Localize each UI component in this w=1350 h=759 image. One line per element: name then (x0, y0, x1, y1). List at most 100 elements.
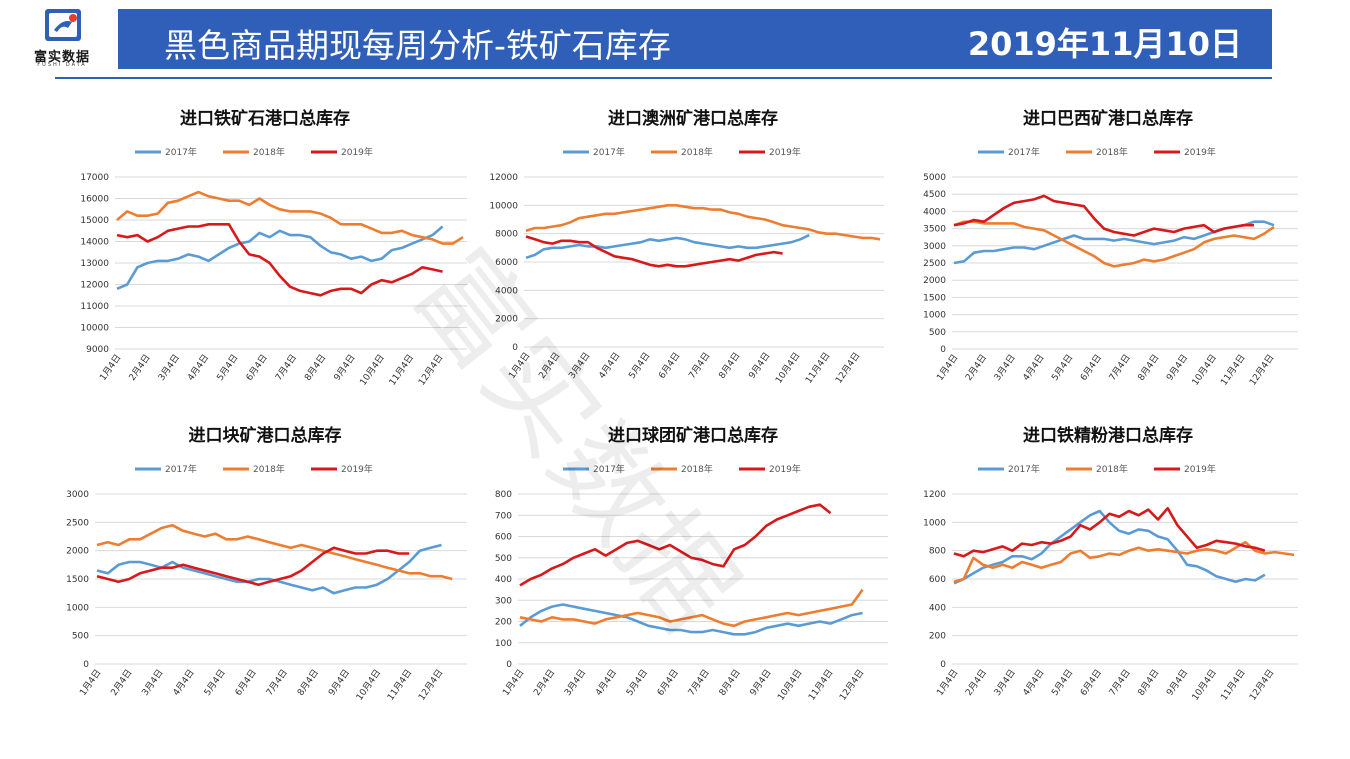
x-tick-label: 10月4日 (354, 667, 383, 702)
series-line-2017年 (96, 543, 442, 595)
x-tick-label: 2月4日 (963, 667, 989, 697)
x-tick-label: 6月4日 (244, 352, 270, 382)
y-tick-label: 12000 (80, 281, 109, 291)
chart-title: 进口球团矿港口总库存 (608, 425, 778, 446)
y-tick-label: 0 (512, 343, 518, 353)
x-tick-label: 3月4日 (567, 350, 593, 380)
y-tick-label: 12000 (489, 173, 518, 183)
series-line-2018年 (525, 204, 881, 241)
x-tick-label: 12月4日 (416, 352, 445, 387)
y-tick-label: 4000 (495, 286, 518, 296)
x-tick-label: 6月4日 (233, 667, 259, 697)
x-tick-label: 8月4日 (717, 667, 743, 697)
chart-lump-ore: 进口块矿港口总库存 2017年 2018年 2019年 0 500 1000 1500 2000… (66, 425, 467, 703)
y-tick-label: 16000 (80, 195, 109, 205)
y-tick-label: 400 (495, 575, 512, 585)
y-tick-label: 600 (495, 533, 512, 543)
y-tick-label: 5000 (923, 173, 946, 183)
x-tick-label: 7月4日 (273, 352, 299, 382)
y-tick-label: 500 (929, 328, 946, 338)
chart-australia-ore: 进口澳洲矿港口总库存 2017年 2018年 2019年 0 2000 4000 6000 80… (489, 108, 884, 386)
y-tick-label: 6000 (495, 258, 518, 268)
x-tick-label: 6月4日 (657, 350, 683, 380)
x-tick-label: 7月4日 (264, 667, 290, 697)
x-tick-label: 4月4日 (593, 667, 619, 697)
x-tick-label: 11月4日 (806, 667, 835, 702)
legend-label: 2018年 (1096, 463, 1128, 475)
series-line-2017年 (525, 233, 810, 260)
y-tick-label: 800 (929, 547, 946, 557)
x-tick-label: 7月4日 (1107, 352, 1133, 382)
chart-pellet: 进口球团矿港口总库存 2017年 2018年 2019年 0 100 200 300 400 50… (495, 425, 888, 703)
x-tick-label: 4月4日 (185, 352, 211, 382)
x-tick-label: 3月4日 (992, 667, 1018, 697)
y-tick-label: 700 (495, 511, 512, 521)
y-tick-label: 0 (506, 660, 512, 670)
x-tick-label: 12月4日 (837, 667, 866, 702)
chart-title: 进口澳洲矿港口总库存 (608, 108, 778, 129)
y-tick-label: 1200 (923, 490, 946, 500)
x-tick-label: 4月4日 (171, 667, 197, 697)
legend-label: 2017年 (1008, 463, 1040, 475)
x-tick-label: 8月4日 (1136, 667, 1162, 697)
x-tick-label: 1月4日 (507, 350, 533, 380)
y-tick-label: 500 (495, 554, 512, 564)
y-tick-label: 17000 (80, 173, 109, 183)
y-tick-label: 13000 (80, 259, 109, 269)
legend-label: 2018年 (1096, 146, 1128, 158)
legend-label: 2019年 (1184, 146, 1216, 158)
x-tick-label: 11月4日 (385, 667, 414, 702)
x-tick-label: 9月4日 (747, 350, 773, 380)
y-tick-label: 1000 (66, 603, 89, 613)
chart-total-iron-ore: 进口铁矿石港口总库存 2017年 2018年 2019年 9000 10000 11000 1… (80, 108, 467, 388)
x-tick-label: 12月4日 (416, 667, 445, 702)
x-tick-label: 10月4日 (358, 352, 387, 387)
y-tick-label: 200 (495, 618, 512, 628)
logo-mark-icon (45, 9, 81, 41)
legend-label: 2019年 (1184, 463, 1216, 475)
series-line-2019年 (116, 223, 443, 297)
x-tick-label: 9月4日 (1164, 352, 1190, 382)
x-tick-label: 5月4日 (1049, 667, 1075, 697)
y-tick-label: 100 (495, 639, 512, 649)
y-tick-label: 0 (940, 660, 946, 670)
x-tick-label: 5月4日 (1049, 352, 1075, 382)
y-tick-label: 3000 (923, 242, 946, 252)
y-tick-label: 500 (72, 632, 89, 642)
x-tick-label: 6月4日 (1078, 667, 1104, 697)
x-tick-label: 6月4日 (1078, 352, 1104, 382)
y-tick-label: 1000 (923, 311, 946, 321)
chart-brazil-ore: 进口巴西矿港口总库存 2017年 2018年 2019年 0 500 1000 1500 200… (923, 108, 1298, 388)
x-tick-label: 9月4日 (1164, 667, 1190, 697)
y-tick-label: 2000 (923, 276, 946, 286)
y-tick-label: 10000 (489, 201, 518, 211)
legend-label: 2018年 (681, 463, 713, 475)
y-tick-label: 2500 (66, 518, 89, 528)
legend-label: 2017年 (165, 463, 197, 475)
y-tick-label: 14000 (80, 238, 109, 248)
x-tick-label: 11月4日 (387, 352, 416, 387)
x-tick-label: 2月4日 (127, 352, 153, 382)
x-tick-label: 10月4日 (1190, 667, 1219, 702)
x-tick-label: 10月4日 (775, 667, 804, 702)
x-tick-label: 8月4日 (717, 350, 743, 380)
y-tick-label: 3000 (66, 490, 89, 500)
y-tick-label: 3500 (923, 225, 946, 235)
chart-title: 进口巴西矿港口总库存 (1023, 108, 1193, 129)
x-tick-label: 1月4日 (98, 352, 124, 382)
series-line-2018年 (519, 588, 864, 628)
title-banner: 黑色商品期现每周分析-铁矿石库存 2019年11月10日 (118, 9, 1272, 69)
series-line-2018年 (116, 190, 464, 245)
x-tick-label: 1月4日 (935, 352, 961, 382)
y-tick-label: 200 (929, 632, 946, 642)
y-tick-label: 2500 (923, 259, 946, 269)
x-tick-label: 4月4日 (597, 350, 623, 380)
series-line-2017年 (116, 225, 444, 290)
y-tick-label: 1000 (923, 518, 946, 528)
x-tick-label: 4月4日 (1021, 352, 1047, 382)
series-line-2018年 (953, 220, 1275, 268)
series-line-2019年 (953, 194, 1254, 237)
x-tick-label: 3月4日 (140, 667, 166, 697)
x-tick-label: 7月4日 (1107, 667, 1133, 697)
x-tick-label: 6月4日 (655, 667, 681, 697)
